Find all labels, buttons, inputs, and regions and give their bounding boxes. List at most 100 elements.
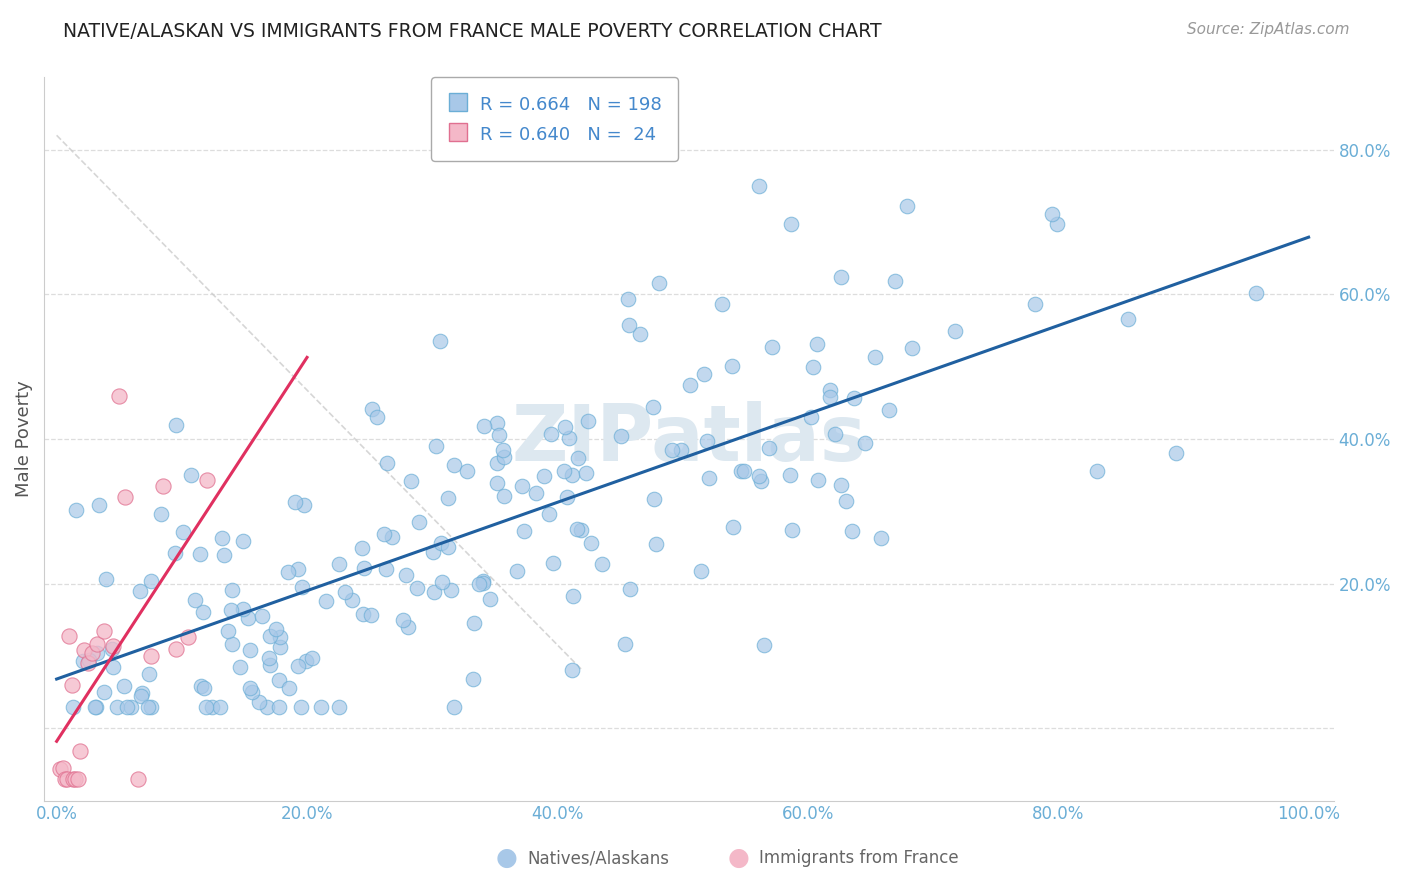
Point: [366, 410, 388, 425]
Point: [239, 642, 262, 657]
Point: [72, 654, 94, 668]
Point: [779, 467, 801, 482]
Point: [232, 602, 254, 616]
Point: [73, 642, 96, 657]
Point: [554, 420, 576, 434]
Point: [557, 490, 579, 504]
Point: [679, 377, 702, 392]
Point: [824, 427, 846, 442]
Point: [806, 337, 828, 351]
Point: [807, 473, 830, 487]
Point: [669, 443, 692, 458]
Point: [193, 681, 215, 695]
Text: ●: ●: [495, 847, 517, 870]
Point: [311, 699, 333, 714]
Point: [342, 593, 364, 607]
Point: [152, 479, 174, 493]
Point: [94, 572, 117, 586]
Point: [373, 527, 395, 541]
Point: [149, 508, 172, 522]
Point: [115, 699, 138, 714]
Point: [66, 772, 89, 786]
Point: [80, 646, 103, 660]
Point: [301, 650, 323, 665]
Legend: R = 0.664   N = 198, R = 0.640   N =  24: R = 0.664 N = 198, R = 0.640 N = 24: [432, 78, 678, 161]
Text: ZIPatlas: ZIPatlas: [512, 401, 866, 477]
Point: [269, 640, 291, 654]
Point: [267, 699, 290, 714]
Point: [221, 583, 243, 598]
Point: [259, 651, 281, 665]
Text: Immigrants from France: Immigrants from France: [759, 849, 959, 867]
Point: [84, 699, 107, 714]
Point: [443, 699, 465, 714]
Point: [579, 535, 602, 549]
Point: [55, 772, 77, 786]
Point: [101, 642, 124, 657]
Point: [62, 699, 84, 714]
Point: [180, 468, 202, 483]
Point: [1040, 206, 1063, 220]
Point: [430, 574, 453, 589]
Point: [842, 392, 865, 406]
Point: [194, 699, 217, 714]
Point: [560, 664, 582, 678]
Point: [69, 744, 91, 758]
Point: [841, 524, 863, 539]
Point: [101, 659, 124, 673]
Point: [830, 269, 852, 284]
Point: [471, 575, 494, 590]
Point: [87, 498, 110, 512]
Point: [108, 389, 131, 403]
Point: [228, 660, 250, 674]
Point: [730, 465, 752, 479]
Point: [561, 467, 583, 482]
Point: [870, 531, 893, 545]
Point: [538, 507, 561, 521]
Point: [628, 327, 651, 342]
Point: [461, 672, 484, 686]
Point: [165, 417, 187, 432]
Point: [512, 524, 534, 538]
Point: [141, 574, 163, 588]
Point: [748, 179, 770, 194]
Point: [1166, 446, 1188, 460]
Point: [77, 656, 100, 670]
Point: [381, 530, 404, 544]
Point: [436, 541, 458, 555]
Point: [172, 525, 194, 540]
Point: [553, 463, 575, 477]
Point: [83, 699, 105, 714]
Text: Source: ZipAtlas.com: Source: ZipAtlas.com: [1187, 22, 1350, 37]
Point: [486, 417, 509, 431]
Point: [697, 471, 720, 485]
Point: [352, 607, 374, 622]
Point: [423, 584, 446, 599]
Point: [101, 639, 124, 653]
Point: [77, 653, 100, 667]
Point: [129, 690, 152, 704]
Point: [165, 642, 187, 657]
Point: [201, 699, 224, 714]
Point: [561, 589, 583, 603]
Point: [565, 522, 588, 536]
Point: [256, 699, 278, 714]
Point: [266, 622, 288, 636]
Point: [644, 537, 666, 551]
Point: [761, 340, 783, 354]
Point: [188, 547, 211, 561]
Point: [574, 466, 596, 480]
Point: [395, 567, 418, 582]
Point: [818, 390, 841, 404]
Point: [696, 434, 718, 448]
Point: [292, 498, 315, 512]
Point: [877, 402, 900, 417]
Point: [472, 419, 495, 434]
Point: [391, 613, 413, 627]
Point: [232, 534, 254, 549]
Point: [610, 429, 633, 443]
Point: [733, 464, 755, 478]
Point: [485, 476, 508, 491]
Point: [139, 699, 162, 714]
Point: [429, 334, 451, 348]
